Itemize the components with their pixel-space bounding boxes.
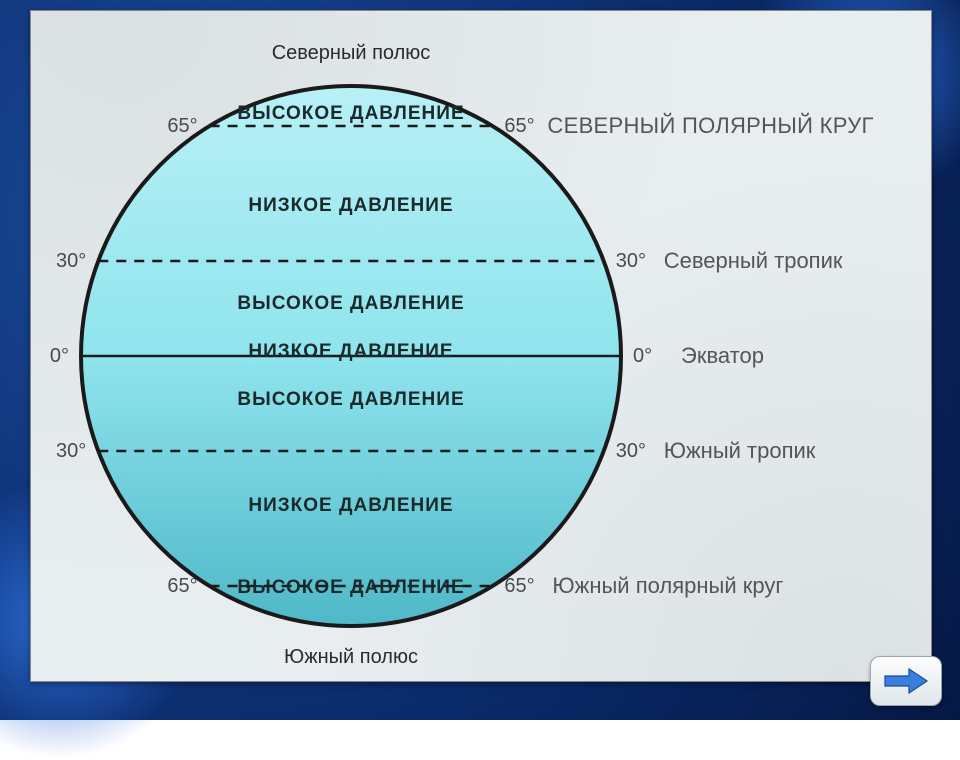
svg-text:Южный тропик: Южный тропик [664,438,816,463]
arrow-right-icon [883,667,929,695]
svg-text:НИЗКОЕ ДАВЛЕНИЕ: НИЗКОЕ ДАВЛЕНИЕ [248,495,453,516]
svg-text:65°: 65° [504,575,534,597]
svg-text:65°: 65° [167,115,197,137]
svg-text:ВЫСОКОЕ ДАВЛЕНИЕ: ВЫСОКОЕ ДАВЛЕНИЕ [237,103,464,124]
svg-text:Южный полярный круг: Южный полярный круг [552,573,783,598]
svg-text:65°: 65° [167,575,197,597]
next-button[interactable] [870,656,942,706]
svg-text:ВЫСОКОЕ ДАВЛЕНИЕ: ВЫСОКОЕ ДАВЛЕНИЕ [237,577,464,598]
pressure-globe-diagram: Северный полюс Южный полюс 65° 65° СЕВЕРНЫЙ … [31,11,931,681]
svg-text:30°: 30° [616,250,646,272]
svg-text:30°: 30° [56,250,86,272]
svg-text:НИЗКОЕ ДАВЛЕНИЕ: НИЗКОЕ ДАВЛЕНИЕ [248,341,453,362]
diagram-panel: Северный полюс Южный полюс 65° 65° СЕВЕРНЫЙ … [30,10,932,682]
svg-text:30°: 30° [616,440,646,462]
svg-text:Северный тропик: Северный тропик [664,248,843,273]
svg-text:Южный полюс: Южный полюс [284,646,418,668]
svg-text:ВЫСОКОЕ ДАВЛЕНИЕ: ВЫСОКОЕ ДАВЛЕНИЕ [237,293,464,314]
svg-text:65°: 65° [504,115,534,137]
svg-text:НИЗКОЕ ДАВЛЕНИЕ: НИЗКОЕ ДАВЛЕНИЕ [248,195,453,216]
svg-text:Экватор: Экватор [681,343,764,368]
svg-text:30°: 30° [56,440,86,462]
svg-text:0°: 0° [50,345,69,367]
svg-text:Северный полюс: Северный полюс [272,42,431,64]
svg-text:СЕВЕРНЫЙ ПОЛЯРНЫЙ КРУГ: СЕВЕРНЫЙ ПОЛЯРНЫЙ КРУГ [547,113,873,138]
svg-text:0°: 0° [633,345,652,367]
svg-text:ВЫСОКОЕ ДАВЛЕНИЕ: ВЫСОКОЕ ДАВЛЕНИЕ [237,389,464,410]
